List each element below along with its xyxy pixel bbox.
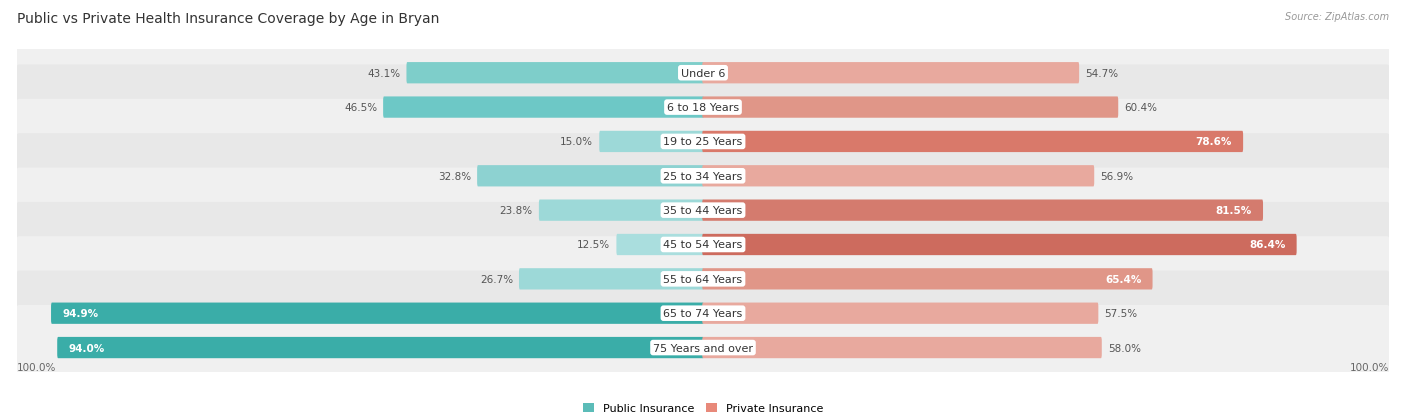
FancyBboxPatch shape [702, 200, 1263, 221]
Text: 54.7%: 54.7% [1085, 69, 1118, 78]
FancyBboxPatch shape [477, 166, 704, 187]
Text: 60.4%: 60.4% [1125, 103, 1157, 113]
Text: 35 to 44 Years: 35 to 44 Years [664, 206, 742, 216]
FancyBboxPatch shape [702, 268, 1153, 290]
FancyBboxPatch shape [14, 168, 1392, 253]
FancyBboxPatch shape [14, 305, 1392, 390]
FancyBboxPatch shape [702, 234, 1296, 256]
Text: 94.0%: 94.0% [69, 343, 104, 353]
Text: 45 to 54 Years: 45 to 54 Years [664, 240, 742, 250]
FancyBboxPatch shape [702, 337, 1102, 358]
Text: 55 to 64 Years: 55 to 64 Years [664, 274, 742, 284]
FancyBboxPatch shape [14, 271, 1392, 356]
Text: Public vs Private Health Insurance Coverage by Age in Bryan: Public vs Private Health Insurance Cover… [17, 12, 439, 26]
FancyBboxPatch shape [538, 200, 704, 221]
Text: 56.9%: 56.9% [1101, 171, 1133, 181]
Text: 65 to 74 Years: 65 to 74 Years [664, 309, 742, 318]
Text: 100.0%: 100.0% [17, 363, 56, 373]
Text: 75 Years and over: 75 Years and over [652, 343, 754, 353]
FancyBboxPatch shape [14, 202, 1392, 287]
Text: 15.0%: 15.0% [560, 137, 593, 147]
Text: 25 to 34 Years: 25 to 34 Years [664, 171, 742, 181]
FancyBboxPatch shape [702, 63, 1080, 84]
Text: 100.0%: 100.0% [1350, 363, 1389, 373]
Text: 94.9%: 94.9% [62, 309, 98, 318]
Text: 23.8%: 23.8% [499, 206, 533, 216]
Legend: Public Insurance, Private Insurance: Public Insurance, Private Insurance [579, 399, 827, 413]
Text: 26.7%: 26.7% [479, 274, 513, 284]
Text: 78.6%: 78.6% [1195, 137, 1232, 147]
Text: 58.0%: 58.0% [1108, 343, 1140, 353]
FancyBboxPatch shape [14, 100, 1392, 185]
Text: Under 6: Under 6 [681, 69, 725, 78]
FancyBboxPatch shape [58, 337, 704, 358]
Text: 81.5%: 81.5% [1216, 206, 1251, 216]
FancyBboxPatch shape [702, 166, 1094, 187]
Text: 6 to 18 Years: 6 to 18 Years [666, 103, 740, 113]
FancyBboxPatch shape [51, 303, 704, 324]
FancyBboxPatch shape [702, 303, 1098, 324]
FancyBboxPatch shape [14, 134, 1392, 219]
FancyBboxPatch shape [14, 65, 1392, 150]
FancyBboxPatch shape [702, 97, 1118, 119]
Text: 19 to 25 Years: 19 to 25 Years [664, 137, 742, 147]
FancyBboxPatch shape [599, 131, 704, 153]
Text: 46.5%: 46.5% [344, 103, 377, 113]
Text: 43.1%: 43.1% [367, 69, 401, 78]
Text: 57.5%: 57.5% [1104, 309, 1137, 318]
Text: 32.8%: 32.8% [437, 171, 471, 181]
FancyBboxPatch shape [14, 31, 1392, 116]
Text: 86.4%: 86.4% [1249, 240, 1285, 250]
Text: 12.5%: 12.5% [578, 240, 610, 250]
FancyBboxPatch shape [702, 131, 1243, 153]
Text: 65.4%: 65.4% [1105, 274, 1142, 284]
FancyBboxPatch shape [406, 63, 704, 84]
FancyBboxPatch shape [616, 234, 704, 256]
FancyBboxPatch shape [14, 237, 1392, 322]
Text: Source: ZipAtlas.com: Source: ZipAtlas.com [1285, 12, 1389, 22]
FancyBboxPatch shape [382, 97, 704, 119]
FancyBboxPatch shape [519, 268, 704, 290]
